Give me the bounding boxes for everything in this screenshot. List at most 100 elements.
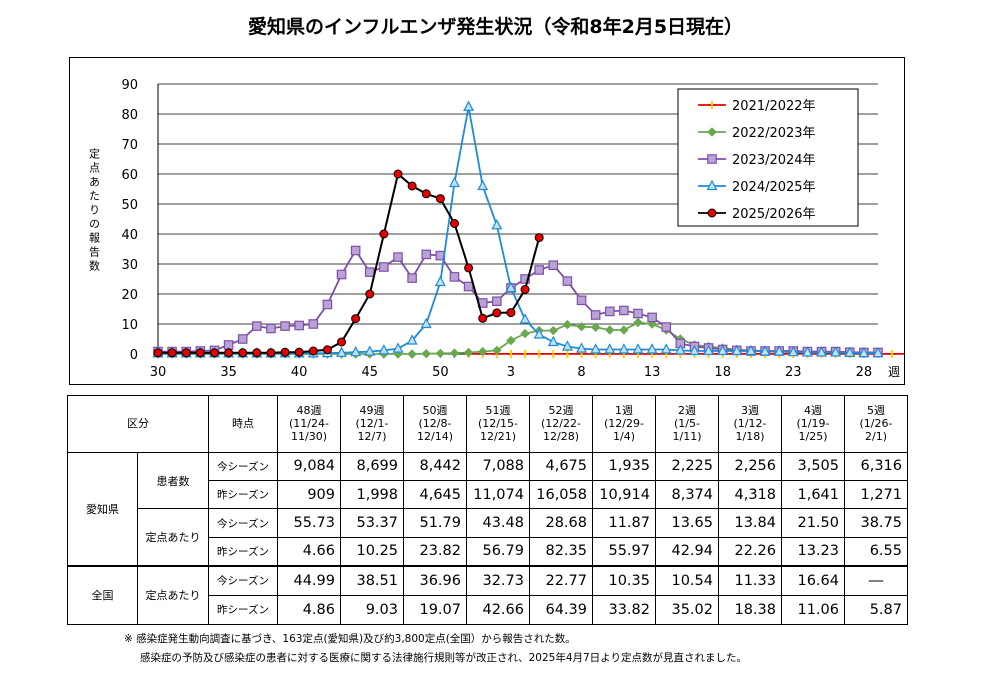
table-cell: 38.75	[844, 508, 908, 538]
x-tick-label: 3	[507, 365, 515, 380]
data-point	[407, 273, 417, 283]
table-row: 昨シーズン 4.86 9.03 19.07 42.66 64.39 33.82 35.02 1…	[68, 594, 908, 626]
data-point	[308, 319, 319, 329]
chart-frame: 0 10 20 30 40 50 60 70 80 90 30 35 40 45 50 3 8 13 18 23 28 週…	[69, 57, 991, 385]
data-point	[266, 323, 276, 334]
data-point	[506, 335, 516, 346]
data-point	[350, 345, 362, 357]
y-tick-label: 70	[121, 138, 138, 153]
data-point	[181, 348, 191, 358]
data-table: 区分 時点 48週 (11/24- 11/30) 49週 (12/1- 12/7) 50…	[67, 395, 908, 626]
table-cell: 1,641	[781, 480, 845, 510]
table-row: 愛知県 患者数 今シーズン 9,084 8,699 8,442 7,088 4,675 1…	[67, 451, 908, 567]
data-point	[237, 334, 248, 344]
data-point	[619, 325, 629, 335]
legend-label: 2025/2026年	[732, 207, 816, 222]
data-point	[435, 348, 446, 359]
data-point	[707, 154, 717, 164]
data-point	[563, 349, 572, 358]
table-cell: 55.97	[592, 536, 656, 567]
data-point	[322, 299, 333, 310]
data-point	[448, 176, 460, 188]
table-cell: 42.94	[655, 536, 719, 567]
data-point	[322, 345, 332, 355]
table-cell: 16.64	[781, 564, 845, 596]
data-point	[773, 345, 785, 356]
data-point	[491, 219, 503, 230]
data-point	[407, 181, 417, 191]
data-point	[280, 347, 290, 357]
data-point	[688, 344, 700, 356]
table-cell: 11.87	[592, 508, 656, 538]
table-cell: ―	[844, 564, 908, 596]
table-cell: 10.25	[340, 536, 404, 567]
data-point	[350, 245, 361, 256]
y-tick-label: 10	[121, 318, 138, 333]
data-point	[844, 346, 856, 357]
data-point	[801, 346, 813, 357]
table-cell: 32.73	[466, 564, 530, 596]
data-point	[252, 348, 262, 358]
data-point	[420, 317, 432, 329]
data-point	[534, 233, 544, 243]
x-tick-label: 50	[432, 365, 449, 380]
footnote-2: 感染症の予防及び感染症の患者に対する医療に関する法律施行規則等が改正され、202…	[140, 652, 747, 664]
data-point	[619, 305, 629, 316]
y-tick-label: 50	[121, 198, 138, 213]
week-header: 2週 (1/5- 1/11)	[655, 395, 719, 453]
per-sentinel-label: 定点あたり	[137, 564, 209, 625]
data-point	[238, 348, 248, 358]
data-point	[492, 345, 502, 356]
data-point	[520, 285, 530, 294]
data-point	[590, 322, 601, 333]
season-label: 今シーズン	[208, 451, 278, 482]
data-point	[562, 276, 573, 286]
x-tick-label: 28	[856, 365, 873, 380]
aichi-label: 愛知県	[67, 451, 138, 567]
x-tick-label: 35	[220, 365, 237, 380]
data-point	[337, 337, 347, 347]
table-cell: 33.82	[592, 594, 656, 626]
table-header-row: 区分 時点 48週 (11/24- 11/30) 49週 (12/1- 12/7) 50…	[67, 395, 908, 453]
table-cell: 4,318	[718, 480, 782, 510]
data-point	[902, 349, 911, 358]
table-cell: 13.84	[718, 508, 782, 538]
series-line	[158, 172, 541, 354]
data-point	[534, 265, 544, 275]
data-point	[351, 314, 361, 324]
table-cell: 42.66	[466, 594, 530, 626]
legend-item: 2023/2024年	[698, 153, 816, 168]
table-cell: 18.38	[718, 594, 782, 626]
patients-label: 患者数	[137, 451, 209, 510]
table-cell: 16,058	[529, 480, 593, 510]
table-cell: 38.51	[340, 564, 404, 596]
y-tick-label: 0	[130, 348, 138, 363]
data-point	[816, 346, 828, 357]
data-point	[434, 275, 446, 287]
table-cell: 22.26	[718, 536, 782, 567]
table-cell: 10.35	[592, 564, 656, 596]
table-cell: 1,998	[340, 480, 404, 510]
table-cell: 10.54	[655, 564, 719, 596]
table-cell: 56.79	[466, 536, 530, 567]
data-point	[336, 269, 347, 280]
legend-label: 2024/2025年	[732, 180, 816, 195]
table-cell: 909	[277, 480, 341, 510]
table-cell: 4,645	[403, 480, 467, 510]
data-point	[707, 208, 717, 218]
legend-item: 2025/2026年	[698, 207, 816, 222]
data-point	[379, 262, 389, 272]
data-point	[449, 272, 460, 282]
week-header: 1週 (12/29- 1/4)	[592, 395, 656, 453]
table-cell: 44.99	[277, 564, 341, 596]
data-point	[492, 308, 502, 318]
data-point	[872, 346, 884, 358]
data-point	[660, 343, 672, 354]
data-point	[533, 328, 545, 339]
data-point	[393, 169, 403, 179]
data-point	[519, 313, 531, 324]
data-point	[252, 321, 262, 331]
data-point	[294, 347, 304, 357]
season-label: 今シーズン	[208, 564, 278, 596]
data-point	[632, 343, 644, 354]
